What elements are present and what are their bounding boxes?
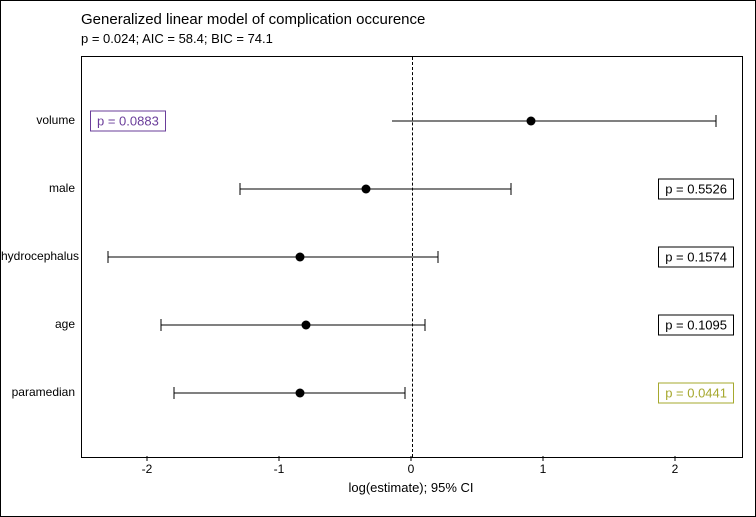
ci-whisker-left [108,251,109,263]
point-estimate [526,117,535,126]
p-value-box: p = 0.0883 [90,111,166,132]
x-tick-mark [147,456,148,461]
ci-whisker-left [240,183,241,195]
forest-row: p = 0.5526 [82,159,742,219]
chart-container: Generalized linear model of complication… [0,0,756,517]
ci-line [108,257,438,258]
ci-line [174,393,405,394]
x-tick-label: 1 [540,462,547,476]
ci-line [161,325,425,326]
point-estimate [302,321,311,330]
y-category-label: hydrocephalus [1,249,75,263]
p-value-box: p = 0.1095 [658,315,734,336]
ci-line [392,121,715,122]
ci-whisker-right [715,115,716,127]
x-axis-label: log(estimate); 95% CI [349,480,474,495]
x-tick-mark [543,456,544,461]
chart-subtitle: p = 0.024; AIC = 58.4; BIC = 74.1 [81,31,273,46]
p-value-box: p = 0.1574 [658,247,734,268]
x-tick-mark [279,456,280,461]
point-estimate [295,253,304,262]
ci-whisker-right [405,387,406,399]
x-tick-label: 2 [672,462,679,476]
ci-whisker-left [174,387,175,399]
y-category-label: paramedian [1,385,75,399]
forest-row: p = 0.0883 [82,91,742,151]
point-estimate [361,185,370,194]
ci-line [240,189,511,190]
x-tick-label: -2 [142,462,153,476]
ci-whisker-right [438,251,439,263]
forest-row: p = 0.0441 [82,363,742,423]
ci-whisker-left [161,319,162,331]
plot-area: p = 0.0883 p = 0.5526 p = 0.1574 p = 0.1095… [81,56,743,458]
x-tick-label: -1 [274,462,285,476]
p-value-box: p = 0.0441 [658,383,734,404]
x-tick-mark [411,456,412,461]
x-tick-mark [675,456,676,461]
p-value-box: p = 0.5526 [658,179,734,200]
y-category-label: male [1,181,75,195]
chart-title: Generalized linear model of complication… [81,11,425,28]
point-estimate [295,389,304,398]
x-tick-label: 0 [408,462,415,476]
forest-row: p = 0.1095 [82,295,742,355]
y-category-label: age [1,317,75,331]
ci-whisker-right [425,319,426,331]
y-category-label: volume [1,113,75,127]
forest-row: p = 0.1574 [82,227,742,287]
ci-whisker-right [511,183,512,195]
